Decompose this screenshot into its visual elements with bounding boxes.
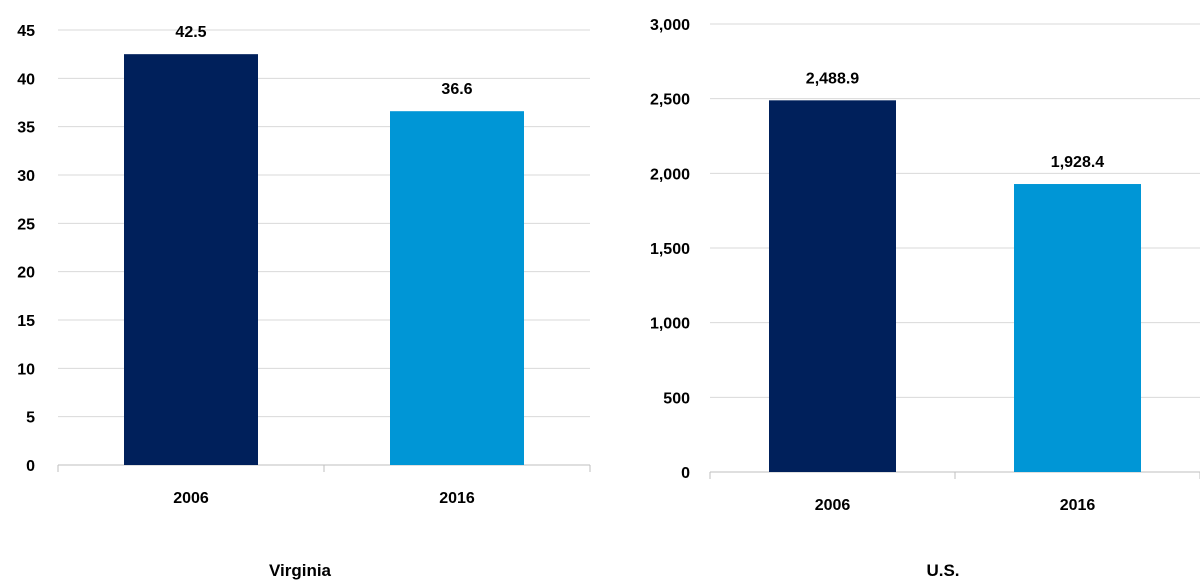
y-tick-label: 30 — [17, 168, 35, 185]
y-tick-label: 1,000 — [650, 316, 690, 333]
y-tick-label: 5 — [26, 410, 35, 427]
y-tick-label: 0 — [26, 458, 35, 475]
data-label: 1,928.4 — [1051, 154, 1104, 171]
chart-virginia: 0 5 10 15 20 25 30 35 40 45 42.5 2006 36.6 2016 Virgin… — [17, 23, 591, 580]
y-tick-label: 45 — [17, 23, 35, 40]
y-tick-label: 2,000 — [650, 166, 690, 183]
data-label: 2,488.9 — [806, 70, 859, 87]
bar-2006 — [769, 100, 896, 472]
y-tick-label: 1,500 — [650, 241, 690, 258]
bar-2016 — [1014, 184, 1141, 472]
data-label: 42.5 — [175, 24, 206, 41]
x-category-label: 2016 — [439, 490, 475, 507]
y-tick-label: 0 — [681, 465, 690, 482]
bar-2006 — [124, 54, 258, 466]
y-tick-label: 15 — [17, 313, 35, 330]
data-label: 36.6 — [441, 81, 472, 98]
y-tick-label: 20 — [17, 265, 35, 282]
y-tick-label: 35 — [17, 120, 35, 137]
y-tick-label: 500 — [663, 390, 690, 407]
x-category-label: 2006 — [815, 497, 851, 514]
chart-us: 0 500 1,000 1,500 2,000 2,500 3,000 2,488.9 2006… — [650, 17, 1200, 580]
x-category-label: 2006 — [173, 490, 209, 507]
y-tick-label: 3,000 — [650, 17, 690, 34]
y-tick-label: 2,500 — [650, 92, 690, 109]
bar-2016 — [390, 111, 524, 465]
y-tick-label: 40 — [17, 71, 35, 88]
chart-title: U.S. — [926, 561, 959, 580]
chart-title: Virginia — [269, 561, 332, 580]
x-category-label: 2016 — [1060, 497, 1096, 514]
y-tick-label: 10 — [17, 361, 35, 378]
y-tick-label: 25 — [17, 216, 35, 233]
